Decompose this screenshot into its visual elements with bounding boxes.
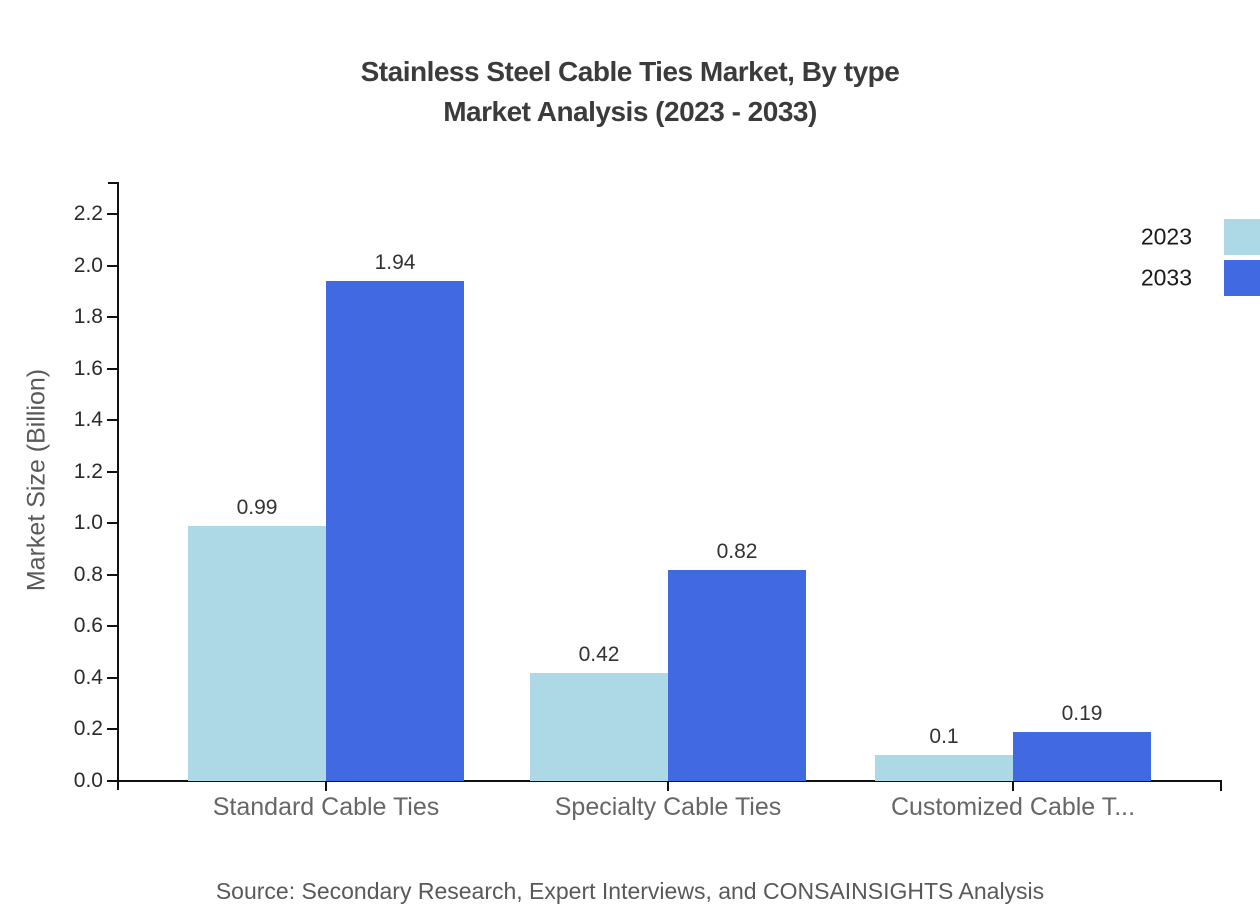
y-axis-tick — [107, 471, 117, 473]
chart-title: Stainless Steel Cable Ties Market, By ty… — [40, 52, 1220, 132]
y-axis-tick-label: 1.0 — [73, 511, 103, 534]
y-axis-tick — [107, 419, 117, 421]
y-axis-tick-label: 2.0 — [73, 254, 103, 277]
y-axis-tick — [107, 316, 117, 318]
y-axis-tick — [107, 522, 117, 524]
source-note: Source: Secondary Research, Expert Inter… — [215, 878, 1045, 904]
legend-item-2023: 2023 — [0, 219, 1260, 255]
y-axis-tick-label: 0.2 — [73, 717, 103, 740]
bar-value-label: 0.42 — [578, 643, 620, 666]
y-axis-tick — [107, 780, 117, 782]
y-axis-tick — [107, 728, 117, 730]
bar-value-label: 0.99 — [236, 496, 278, 519]
y-axis-tick — [107, 677, 117, 679]
y-axis-top-cap — [108, 182, 119, 184]
bar-2033-2 — [668, 570, 806, 781]
bar-value-label: 1.94 — [374, 251, 416, 274]
y-axis-tick-label: 0.8 — [73, 563, 103, 586]
y-axis-spine — [117, 182, 119, 790]
y-axis-tick — [107, 265, 117, 267]
bar-value-label: 0.1 — [929, 725, 959, 748]
bar-2023-2 — [530, 673, 668, 781]
x-axis-end-cap — [1220, 781, 1222, 791]
y-axis-tick-label: 1.6 — [73, 357, 103, 380]
legend-swatch-2033 — [1224, 260, 1260, 296]
bar-value-label: 0.82 — [716, 540, 758, 563]
bar-2023-3 — [875, 755, 1013, 781]
x-axis-line — [117, 780, 1222, 782]
legend-label-2023: 2023 — [1140, 223, 1192, 250]
x-axis-tick — [667, 781, 669, 791]
y-axis-tick-label: 1.4 — [73, 408, 103, 431]
y-axis-tick — [107, 625, 117, 627]
chart-title-line1: Stainless Steel Cable Ties Market, By ty… — [360, 56, 900, 87]
chart-title-line2: Market Analysis (2023 - 2033) — [443, 96, 817, 127]
y-axis-tick-label: 0.4 — [73, 666, 103, 689]
y-axis-tick-label: 2.2 — [73, 202, 103, 225]
bar-value-label: 0.19 — [1061, 702, 1103, 725]
x-category-label: Standard Cable Ties — [212, 793, 440, 821]
x-axis-tick — [1012, 781, 1014, 791]
x-category-label: Specialty Cable Ties — [554, 793, 782, 821]
y-axis-tick — [107, 368, 117, 370]
bar-2023-1 — [188, 526, 326, 781]
legend-label-2033: 2033 — [1140, 264, 1192, 291]
legend-item-2033: 2033 — [0, 260, 1260, 296]
bar-2033-1 — [326, 281, 464, 781]
legend-swatch-2023 — [1224, 219, 1260, 255]
y-axis-tick — [107, 574, 117, 576]
y-axis-tick-label: 0.6 — [73, 614, 103, 637]
y-axis-tick — [107, 213, 117, 215]
y-axis-tick-label: 0.0 — [73, 769, 103, 792]
x-axis-tick — [325, 781, 327, 791]
y-axis-tick-label: 1.8 — [73, 305, 103, 328]
bar-2033-3 — [1013, 732, 1151, 781]
y-axis-tick-label: 1.2 — [73, 460, 103, 483]
x-category-label: Customized Cable T... — [890, 793, 1136, 821]
plot-area: 0.99 1.94 0.42 0.82 0.1 0.19 — [118, 182, 1220, 781]
